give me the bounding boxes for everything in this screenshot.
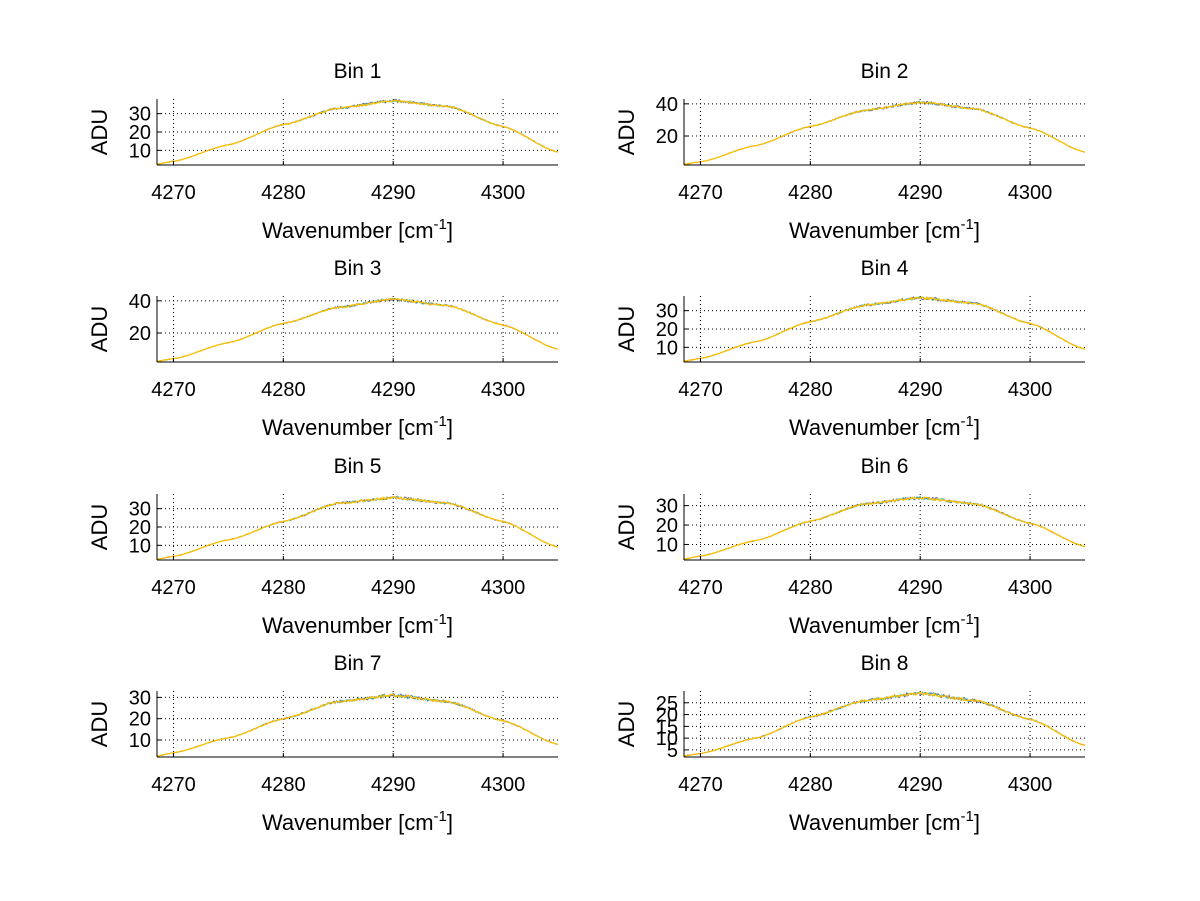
chart-title: Bin 5 — [334, 455, 382, 478]
x-tick-label: 4300 — [1008, 182, 1053, 204]
x-tick-label: 4270 — [151, 379, 196, 401]
chart-title: Bin 4 — [861, 257, 909, 280]
x-tick-label: 4270 — [678, 577, 723, 599]
chart-title: Bin 7 — [334, 652, 382, 675]
x-tick-label: 4280 — [788, 379, 833, 401]
x-axis-label: Wavenumber [cm-1] — [262, 611, 453, 638]
series-line-spectrum — [156, 298, 558, 362]
x-tick-label: 4290 — [898, 379, 943, 401]
y-tick-label: 20 — [656, 126, 678, 148]
y-tick-label: 20 — [129, 709, 151, 731]
y-tick-label: 30 — [129, 687, 151, 709]
series-line-spectrum — [683, 691, 1086, 757]
chart-title: Bin 2 — [861, 60, 909, 83]
series-line-spectrum — [683, 295, 1086, 362]
y-tick-label: 20 — [129, 122, 151, 144]
x-tick-label: 4290 — [898, 774, 943, 796]
x-tick-label: 4300 — [481, 182, 526, 204]
y-tick-label: 10 — [129, 730, 151, 752]
series-line-spectrum — [683, 496, 1086, 560]
x-axis-label: Wavenumber [cm-1] — [789, 216, 980, 243]
x-tick-label: 4290 — [371, 577, 416, 599]
x-axis-label: Wavenumber [cm-1] — [789, 808, 980, 835]
x-axis-label: Wavenumber [cm-1] — [262, 413, 453, 440]
y-axis-label: ADU — [614, 306, 639, 352]
y-tick-label: 20 — [129, 323, 151, 345]
x-tick-label: 4280 — [261, 577, 306, 599]
x-axis-label: Wavenumber [cm-1] — [789, 413, 980, 440]
series-line-spectrum — [683, 100, 1086, 165]
x-tick-label: 4280 — [261, 182, 306, 204]
subplot-bin-3: Bin 3 4270 4280 4290 4300 20 40 Wavenumber [cm-… — [87, 257, 559, 440]
y-axis-label: ADU — [87, 701, 112, 747]
y-axis-label: ADU — [614, 504, 639, 550]
chart-title: Bin 6 — [861, 455, 909, 478]
y-tick-label: 10 — [656, 337, 678, 359]
y-axis-label: ADU — [614, 109, 639, 155]
y-tick-label: 10 — [656, 728, 678, 750]
x-tick-label: 4270 — [678, 182, 723, 204]
x-tick-label: 4300 — [481, 379, 526, 401]
y-tick-label: 40 — [656, 94, 678, 116]
x-tick-label: 4290 — [371, 182, 416, 204]
subplot-bin-2: Bin 2 4270 4280 4290 4300 20 40 Wavenumber [cm-… — [614, 60, 1086, 243]
y-tick-label: 20 — [656, 319, 678, 341]
x-tick-label: 4280 — [261, 774, 306, 796]
y-tick-label: 20 — [129, 517, 151, 539]
y-axis-label: ADU — [87, 306, 112, 352]
y-tick-label: 20 — [656, 705, 678, 727]
y-tick-label: 15 — [656, 716, 678, 738]
x-axis-label: Wavenumber [cm-1] — [262, 808, 453, 835]
y-axis-label: ADU — [87, 109, 112, 155]
y-tick-label: 5 — [667, 740, 678, 762]
series-line-spectrum — [156, 693, 559, 757]
y-tick-label: 30 — [656, 496, 678, 518]
series-line-spectrum — [157, 99, 559, 165]
x-axis-label: Wavenumber [cm-1] — [262, 216, 453, 243]
x-tick-label: 4300 — [481, 577, 526, 599]
x-tick-label: 4290 — [371, 379, 416, 401]
x-tick-label: 4300 — [481, 774, 526, 796]
y-tick-label: 30 — [656, 301, 678, 323]
y-tick-label: 40 — [129, 291, 151, 313]
x-tick-label: 4270 — [678, 379, 723, 401]
y-axis-label: ADU — [614, 701, 639, 747]
x-tick-label: 4280 — [788, 182, 833, 204]
y-tick-label: 10 — [656, 534, 678, 556]
x-tick-label: 4270 — [151, 182, 196, 204]
x-axis-label: Wavenumber [cm-1] — [789, 611, 980, 638]
x-tick-label: 4300 — [1008, 577, 1053, 599]
x-tick-label: 4270 — [151, 774, 196, 796]
y-tick-label: 10 — [129, 140, 151, 162]
x-tick-label: 4280 — [261, 379, 306, 401]
chart-title: Bin 3 — [334, 257, 382, 280]
y-axis-label: ADU — [87, 504, 112, 550]
x-tick-label: 4270 — [678, 774, 723, 796]
x-tick-label: 4280 — [788, 577, 833, 599]
y-tick-label: 10 — [129, 535, 151, 557]
x-tick-label: 4300 — [1008, 774, 1053, 796]
x-tick-label: 4290 — [371, 774, 416, 796]
y-tick-label: 20 — [656, 515, 678, 537]
y-tick-label: 30 — [129, 499, 151, 521]
chart-title: Bin 1 — [334, 60, 382, 83]
x-tick-label: 4270 — [151, 577, 196, 599]
x-tick-label: 4290 — [898, 577, 943, 599]
x-tick-label: 4290 — [898, 182, 943, 204]
chart-title: Bin 8 — [861, 652, 909, 675]
y-tick-label: 25 — [656, 693, 678, 715]
x-tick-label: 4280 — [788, 774, 833, 796]
x-tick-label: 4300 — [1008, 379, 1053, 401]
series-line-spectrum — [156, 495, 559, 560]
y-tick-label: 30 — [129, 104, 151, 126]
